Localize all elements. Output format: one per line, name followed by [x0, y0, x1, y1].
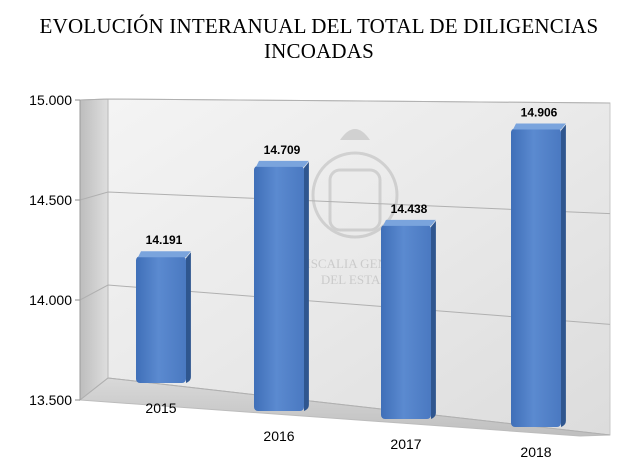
bar-2015: 14.191: [136, 233, 191, 383]
bar-top: [138, 251, 191, 258]
data-label: 14.438: [391, 202, 428, 216]
bar-2018: 14.906: [511, 106, 566, 427]
y-tick-label: 13.500: [29, 392, 72, 408]
chart-title-line-2: INCOADAS: [263, 39, 375, 63]
side-wall: [79, 98, 109, 402]
bar-2017: 14.438: [381, 202, 436, 419]
bar-front: [254, 165, 304, 411]
bar-side: [561, 124, 566, 427]
watermark-text: DEL ESTADO: [321, 272, 399, 287]
y-tick-label: 14.500: [29, 192, 72, 208]
bar-front: [511, 128, 561, 427]
y-tick-label: 15.000: [29, 92, 72, 108]
bar-front: [381, 224, 431, 419]
seal-shield: [328, 168, 382, 232]
bar-front: [136, 256, 186, 383]
bar-side: [186, 252, 191, 383]
y-tick-label: 14.000: [29, 292, 72, 308]
bars: 14.191 14.709 14.438 14.906: [136, 106, 566, 427]
grid-line: [79, 284, 611, 325]
grid-line: [79, 377, 611, 436]
bar-side: [431, 220, 436, 419]
x-tick-label: 2017: [390, 436, 421, 452]
data-label: 14.709: [264, 143, 301, 157]
bar-top: [383, 219, 436, 226]
bar-top: [256, 160, 309, 167]
x-axis-labels: 2015 2016 2017 2018: [145, 400, 551, 460]
data-label: 14.906: [521, 106, 558, 120]
x-tick-label: 2016: [263, 428, 294, 444]
bar-2016: 14.709: [254, 143, 309, 411]
bar-top: [513, 123, 566, 130]
grid-line: [79, 191, 611, 215]
chart-title: EVOLUCIÓN INTERANUAL DEL TOTAL DE DILIGE…: [0, 14, 638, 64]
seal-crown: [340, 129, 370, 140]
chart-title-line-1: EVOLUCIÓN INTERANUAL DEL TOTAL DE DILIGE…: [39, 14, 599, 38]
x-tick-label: 2018: [520, 444, 551, 460]
seal-ring: [311, 151, 399, 239]
data-label: 14.191: [146, 233, 183, 247]
grid-lines: [75, 98, 611, 436]
x-tick-label: 2015: [145, 400, 176, 416]
y-axis-labels: 13.500 14.000 14.500 15.000: [29, 92, 72, 408]
grid-line: [79, 98, 611, 104]
bar-side: [304, 161, 309, 411]
